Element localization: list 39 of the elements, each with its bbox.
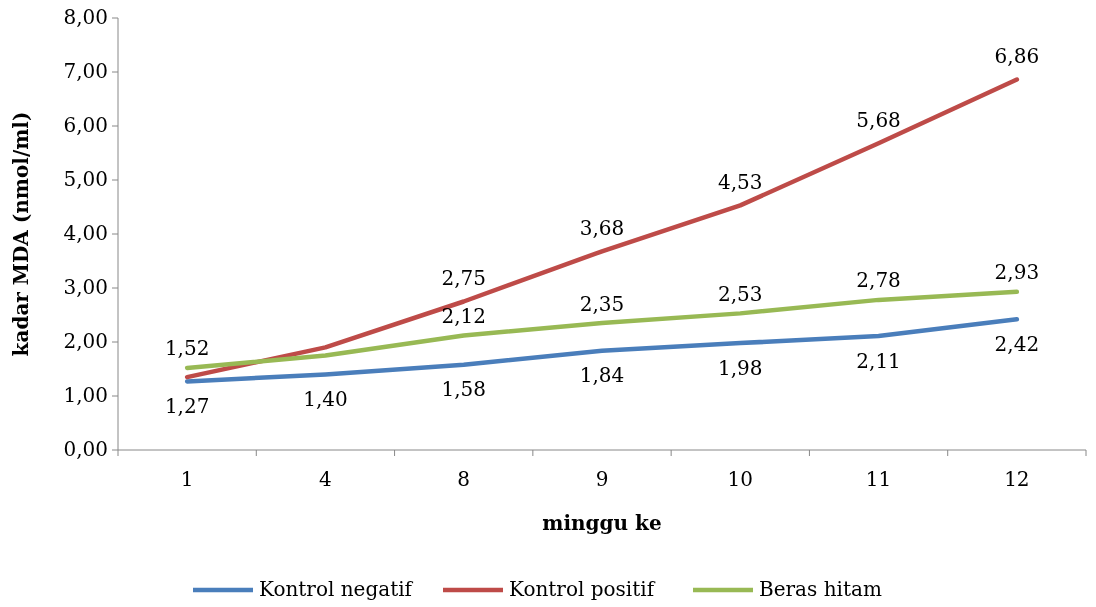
data-label: 1,40 <box>303 386 348 411</box>
y-tick-label: 3,00 <box>63 274 108 299</box>
legend-label: Beras hitam <box>759 576 882 601</box>
data-label: 2,78 <box>856 268 901 293</box>
x-tick-label: 12 <box>1004 467 1030 491</box>
data-label: 1,52 <box>164 336 210 361</box>
x-tick-label: 11 <box>865 467 892 491</box>
x-tick-label: 4 <box>319 467 332 491</box>
data-label: 2,53 <box>718 281 763 306</box>
y-tick-label: 5,00 <box>63 166 108 191</box>
data-label: 2,11 <box>856 348 901 373</box>
y-tick-label: 2,00 <box>63 328 108 353</box>
data-label: 5,68 <box>856 107 901 132</box>
x-tick-label: 10 <box>727 467 754 491</box>
y-tick-label: 0,00 <box>63 436 108 461</box>
data-label: 2,35 <box>579 291 625 316</box>
y-tick-label: 6,00 <box>63 112 108 137</box>
legend-label: Kontrol positif <box>509 576 656 601</box>
x-tick-label: 1 <box>180 467 194 491</box>
data-label: 6,86 <box>994 44 1040 69</box>
x-tick-label: 8 <box>457 467 471 491</box>
data-label: 3,68 <box>579 215 625 240</box>
legend-label: Kontrol negatif <box>259 576 414 601</box>
data-label: 2,93 <box>994 260 1040 285</box>
y-axis-title: kadar MDA (nmol/ml) <box>9 111 33 357</box>
data-label: 2,12 <box>441 304 486 329</box>
data-label: 2,75 <box>441 266 486 290</box>
data-label: 4,53 <box>718 169 763 194</box>
data-label: 1,58 <box>441 377 486 402</box>
y-tick-label: 8,00 <box>63 4 108 29</box>
data-label: 1,84 <box>579 363 625 388</box>
x-tick-label: 9 <box>595 467 609 491</box>
y-tick-label: 4,00 <box>63 220 108 245</box>
data-label: 1,27 <box>164 393 210 418</box>
y-tick-label: 1,00 <box>63 382 108 407</box>
y-tick-label: 7,00 <box>63 58 108 83</box>
data-label: 1,98 <box>718 355 763 380</box>
data-label: 2,42 <box>994 331 1040 356</box>
x-axis-title: minggu ke <box>542 511 662 535</box>
